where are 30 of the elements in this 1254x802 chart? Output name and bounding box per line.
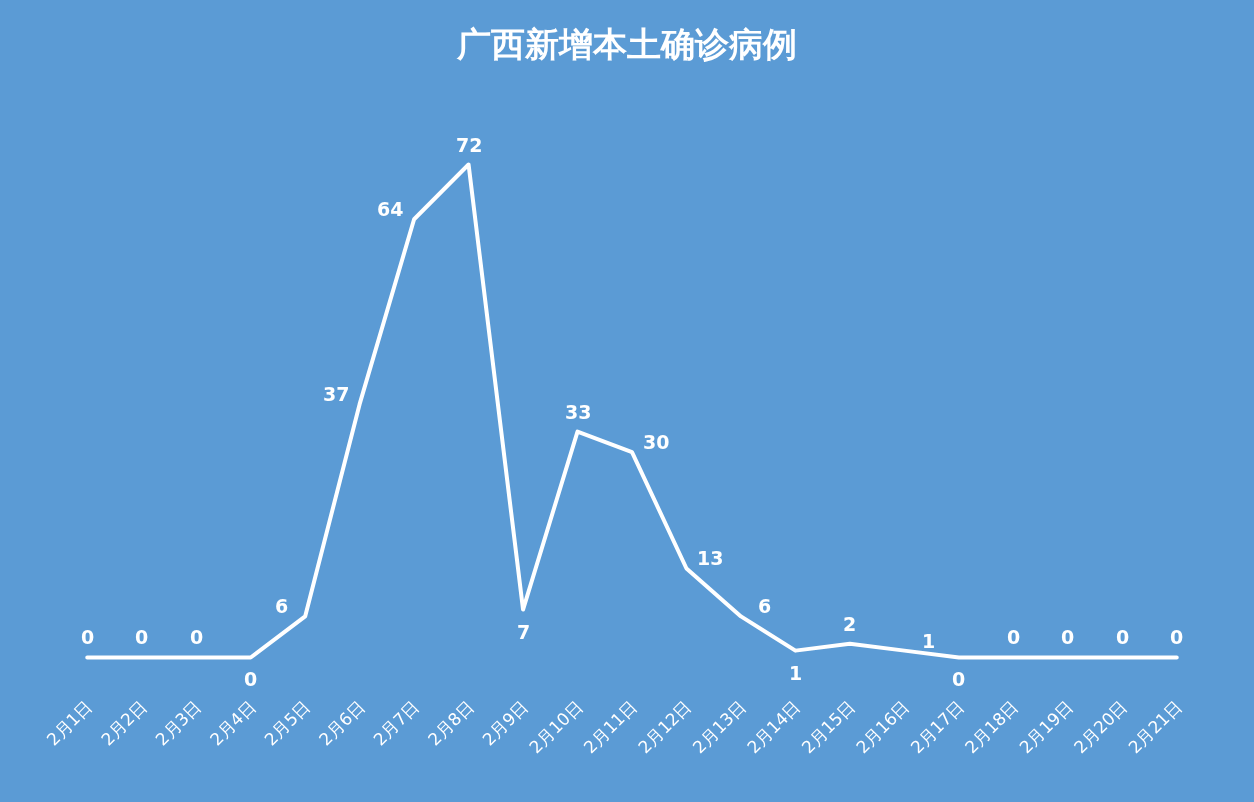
- x-tick-label: 2月4日: [206, 696, 260, 750]
- x-tick-label: 2月5日: [260, 696, 314, 750]
- chart-title: 广西新增本土确诊病例: [456, 23, 797, 64]
- x-tick-label: 2月1日: [42, 696, 97, 750]
- data-label: 64: [377, 198, 404, 220]
- data-label: 0: [1007, 626, 1021, 648]
- x-tick-label: 2月6日: [314, 696, 369, 750]
- data-label: 6: [758, 595, 772, 617]
- data-label: 6: [275, 595, 289, 617]
- data-label: 7: [517, 621, 531, 643]
- data-label: 13: [697, 547, 724, 569]
- data-label: 0: [952, 668, 966, 690]
- data-label: 0: [190, 626, 204, 648]
- data-label: 0: [1061, 626, 1075, 648]
- x-tick-label: 2月7日: [369, 696, 423, 750]
- data-label: 0: [1116, 626, 1130, 648]
- x-tick-label: 2月8日: [423, 696, 478, 750]
- x-tick-label: 2月3日: [151, 696, 206, 750]
- data-label: 0: [81, 626, 95, 648]
- data-label: 2: [843, 613, 857, 635]
- data-label: 33: [565, 401, 592, 423]
- data-label: 0: [244, 668, 258, 690]
- data-label: 0: [1170, 626, 1184, 648]
- data-label: 72: [456, 134, 483, 156]
- data-label: 1: [789, 662, 803, 684]
- data-label: 0: [135, 626, 149, 648]
- data-label: 37: [323, 383, 350, 405]
- data-label: 30: [643, 431, 670, 453]
- x-tick-label: 2月2日: [97, 696, 151, 750]
- data-label: 1: [922, 630, 936, 652]
